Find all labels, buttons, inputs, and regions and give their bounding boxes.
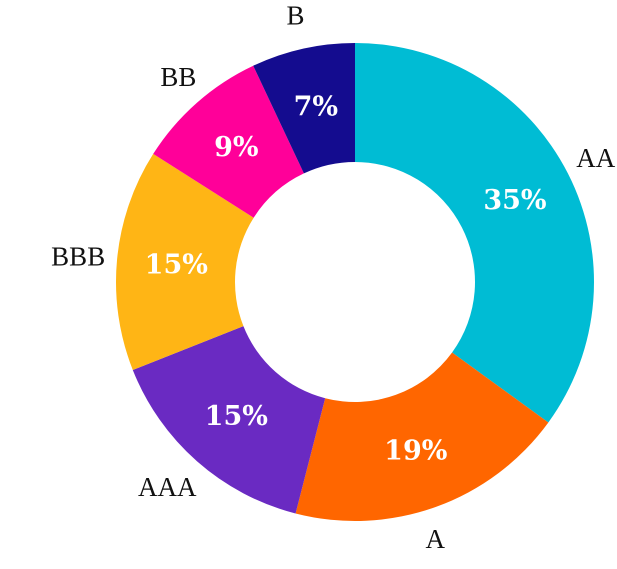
category-label-bbb: BBB: [51, 241, 105, 271]
category-label-aaa: AAA: [138, 472, 197, 502]
category-label-bb: BB: [160, 62, 196, 92]
slice-aaa[interactable]: [132, 326, 326, 514]
value-labels-group: 35% 19% 15% 15% 9% 7%: [145, 91, 547, 466]
category-label-b: B: [286, 1, 304, 31]
value-label-aaa: 15%: [205, 401, 268, 432]
value-label-bbb: 15%: [145, 250, 208, 281]
value-label-aa: 35%: [483, 185, 546, 216]
slice-bb[interactable]: [153, 65, 304, 218]
category-label-a: A: [425, 524, 445, 554]
slice-aa[interactable]: [355, 43, 594, 423]
slice-b[interactable]: [253, 43, 355, 174]
category-label-aa: AA: [576, 143, 615, 173]
value-label-b: 7%: [294, 91, 338, 122]
value-label-a: 19%: [384, 435, 447, 466]
slice-bbb[interactable]: [115, 153, 254, 370]
slice-a[interactable]: [295, 352, 549, 521]
value-label-bb: 9%: [214, 132, 258, 163]
slices-group: [115, 43, 594, 521]
